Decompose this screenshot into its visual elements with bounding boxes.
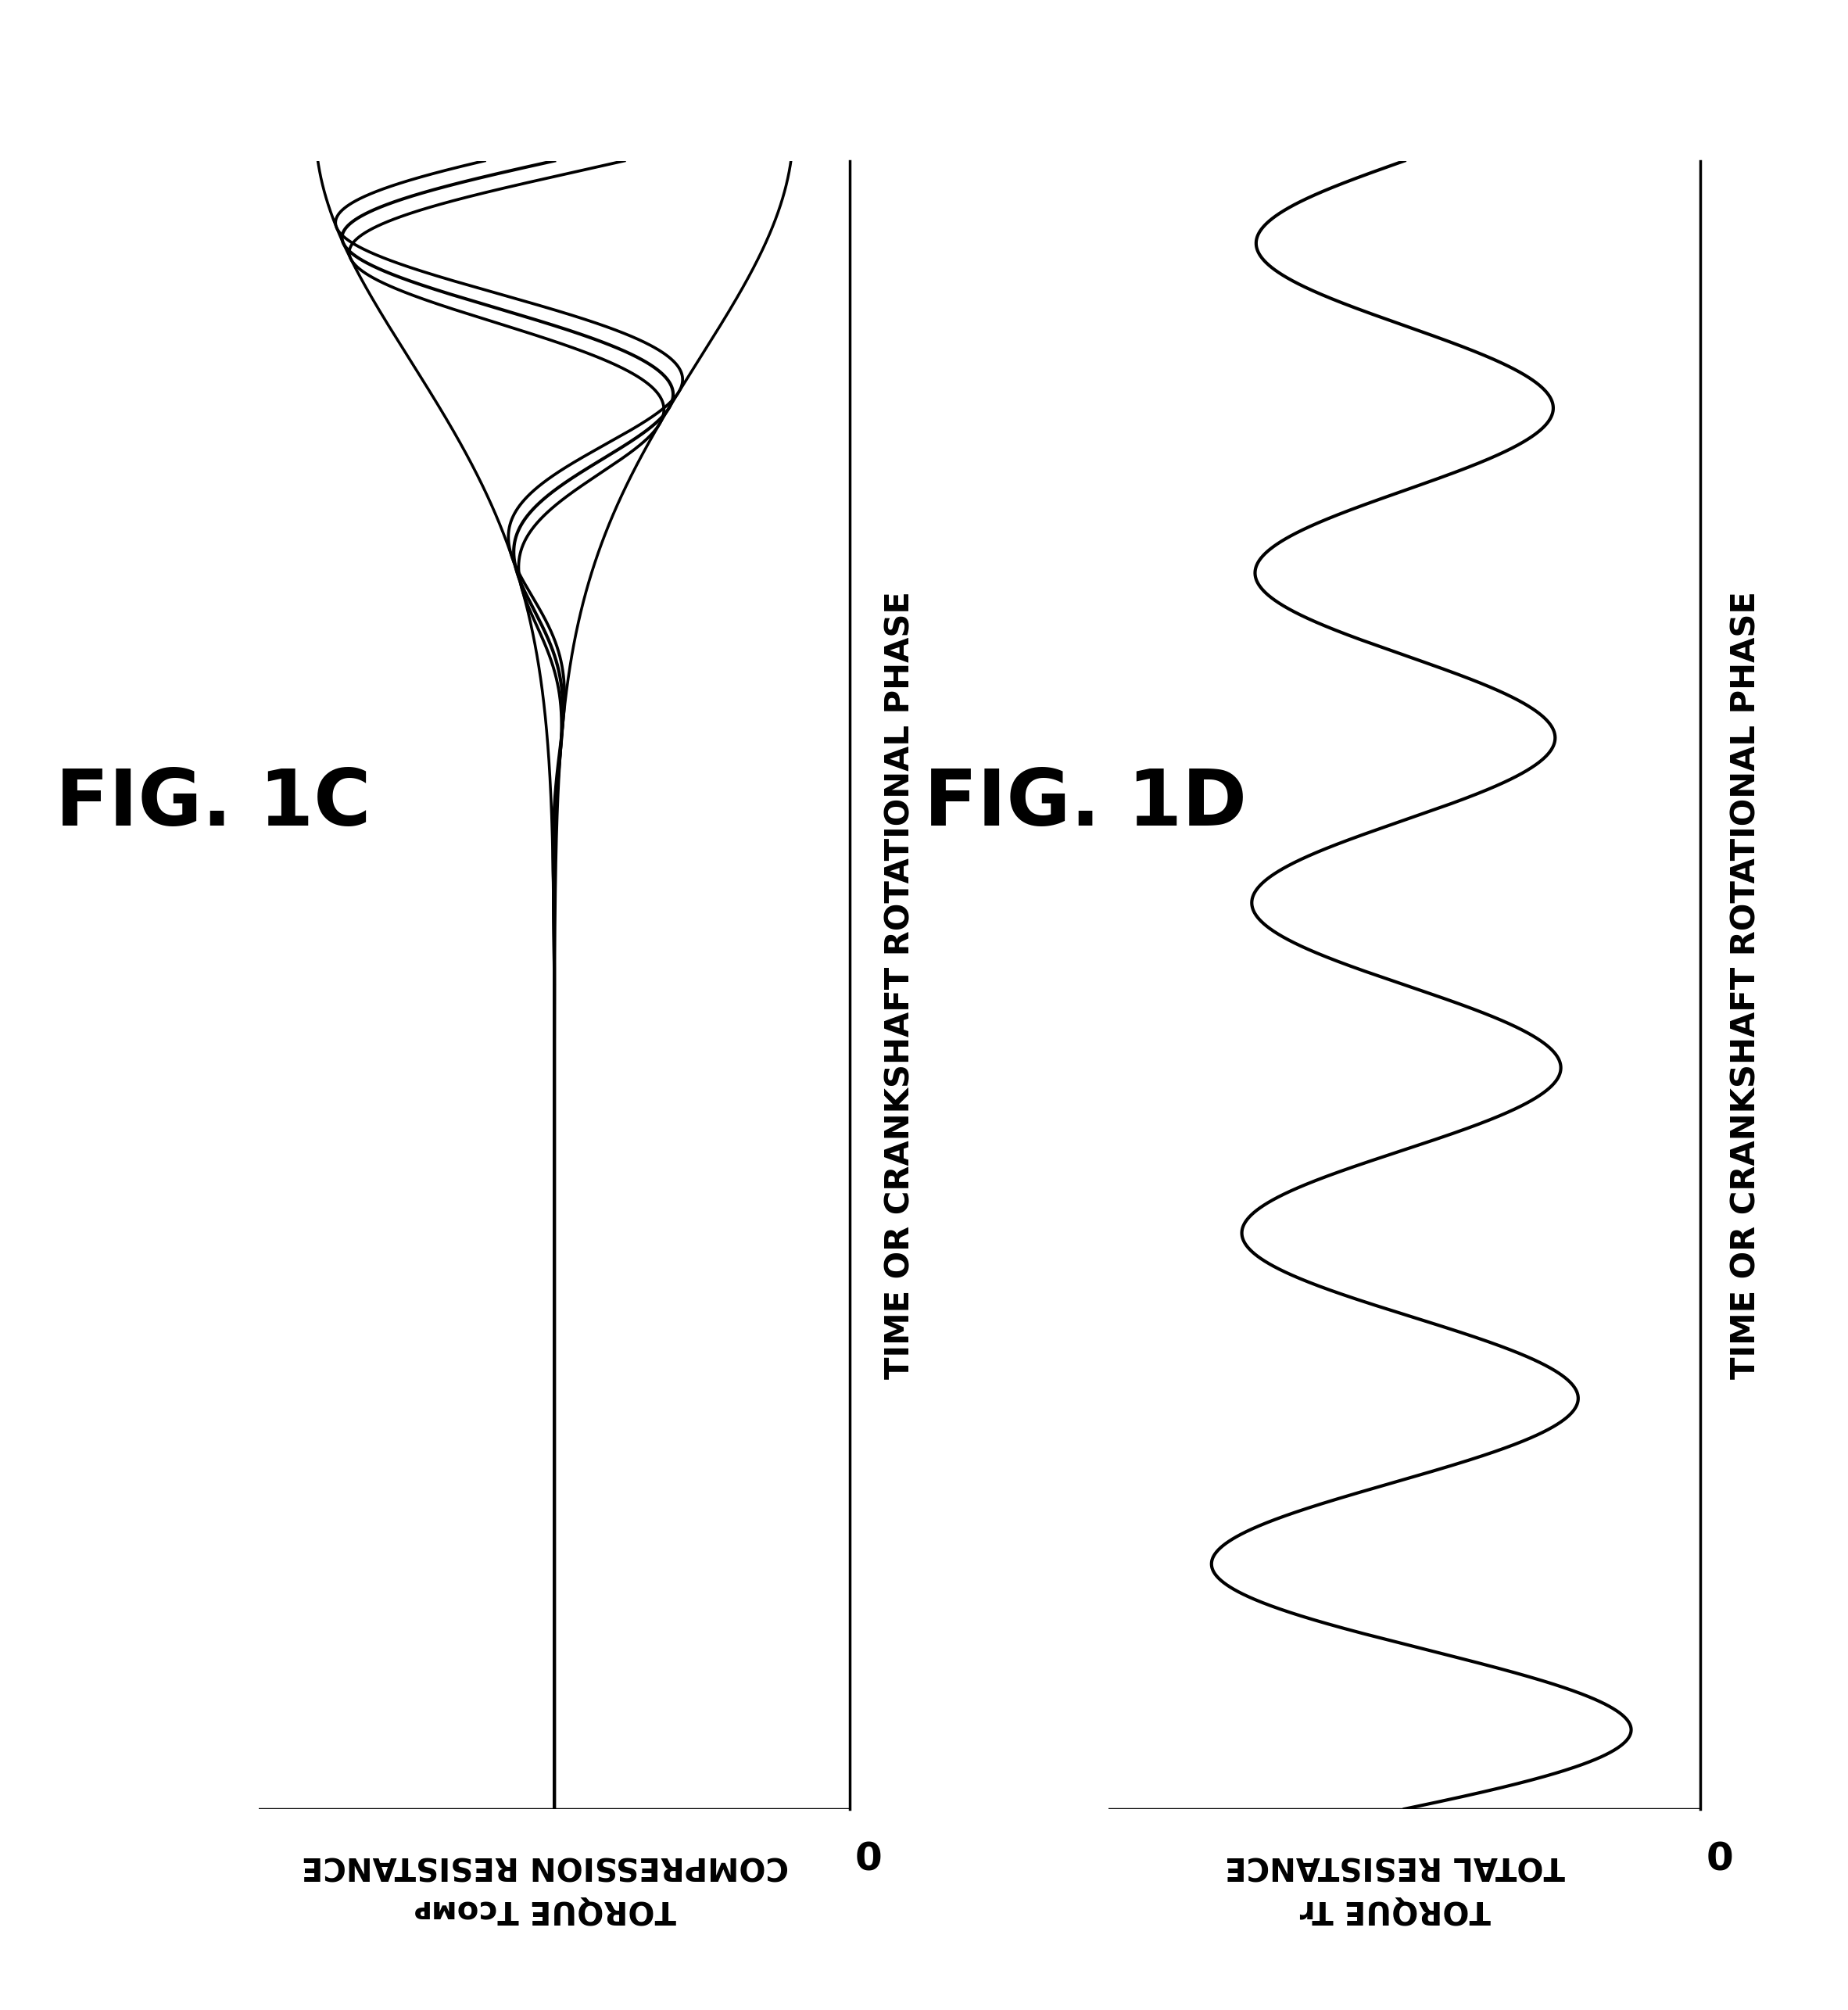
Text: TORQUE Tᴄᴏᴍᴘ: TORQUE Tᴄᴏᴍᴘ [414,1893,676,1926]
Text: TIME OR CRANKSHAFT ROTATIONAL PHASE: TIME OR CRANKSHAFT ROTATIONAL PHASE [883,591,917,1379]
Text: COMPRESSION RESISTANCE: COMPRESSION RESISTANCE [301,1849,789,1881]
Text: 0: 0 [1706,1841,1733,1877]
Text: FIG. 1D: FIG. 1D [924,766,1247,842]
Text: TORQUE Tr: TORQUE Tr [1299,1893,1491,1926]
Text: TOTAL RESISTANCE: TOTAL RESISTANCE [1225,1849,1565,1881]
Text: TIME OR CRANKSHAFT ROTATIONAL PHASE: TIME OR CRANKSHAFT ROTATIONAL PHASE [1730,591,1763,1379]
Text: 0: 0 [856,1841,881,1877]
Text: FIG. 1C: FIG. 1C [55,766,371,842]
